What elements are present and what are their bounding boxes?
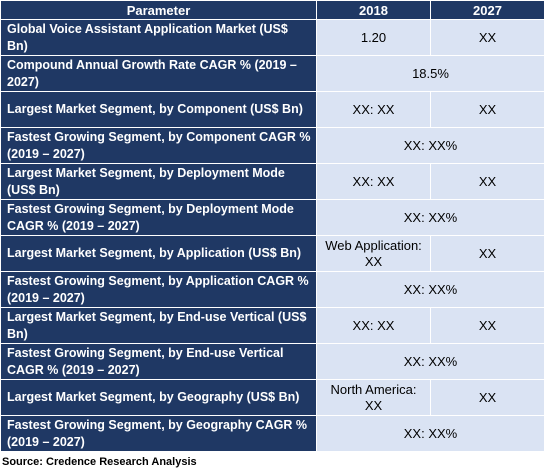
parameter-cell: Compound Annual Growth Rate CAGR % (2019… xyxy=(0,55,317,92)
cagr-value-cell: XX: XX% xyxy=(316,271,544,308)
table-row: Largest Market Segment, by Component (US… xyxy=(0,91,544,128)
parameter-cell: Fastest Growing Segment, by Deployment M… xyxy=(0,199,317,236)
parameter-cell: Global Voice Assistant Application Marke… xyxy=(0,19,317,56)
value-2027-cell: XX xyxy=(430,307,544,344)
value-2027-cell: XX xyxy=(430,19,544,56)
value-2027-cell: XX xyxy=(430,91,544,128)
parameter-cell: Fastest Growing Segment, by Application … xyxy=(0,271,317,308)
header-parameter: Parameter xyxy=(0,0,317,20)
table-row: Largest Market Segment, by End-use Verti… xyxy=(0,307,544,344)
value-2018-cell: 1.20 xyxy=(316,19,431,56)
market-table: Parameter 2018 2027 Global Voice Assista… xyxy=(0,0,544,452)
value-2018-cell: XX: XX xyxy=(316,307,431,344)
table-row: Largest Market Segment, by Deployment Mo… xyxy=(0,163,544,200)
value-2027-cell: XX xyxy=(430,235,544,272)
value-2018-cell: XX: XX xyxy=(316,91,431,128)
parameter-cell: Largest Market Segment, by Geography (US… xyxy=(0,379,317,416)
value-2027-cell: XX xyxy=(430,379,544,416)
parameter-cell: Largest Market Segment, by Component (US… xyxy=(0,91,317,128)
source-note: Source: Credence Research Analysis xyxy=(2,456,197,468)
value-2018-cell: Web Application: XX xyxy=(316,235,431,272)
cagr-value-cell: XX: XX% xyxy=(316,415,544,452)
cagr-value-cell: XX: XX% xyxy=(316,127,544,164)
table-row: Compound Annual Growth Rate CAGR % (2019… xyxy=(0,55,544,92)
parameter-cell: Largest Market Segment, by Deployment Mo… xyxy=(0,163,317,200)
value-2027-cell: XX xyxy=(430,163,544,200)
value-2018-cell: XX: XX xyxy=(316,163,431,200)
parameter-cell: Fastest Growing Segment, by End-use Vert… xyxy=(0,343,317,380)
cagr-value-cell: XX: XX% xyxy=(316,343,544,380)
parameter-cell: Fastest Growing Segment, by Component CA… xyxy=(0,127,317,164)
table-row: Largest Market Segment, by Application (… xyxy=(0,235,544,272)
parameter-cell: Fastest Growing Segment, by Geography CA… xyxy=(0,415,317,452)
cagr-value-cell: 18.5% xyxy=(316,55,544,92)
table-row: Global Voice Assistant Application Marke… xyxy=(0,19,544,56)
header-2027: 2027 xyxy=(430,0,544,20)
parameter-cell: Largest Market Segment, by Application (… xyxy=(0,235,317,272)
value-2018-cell: North America: XX xyxy=(316,379,431,416)
table-row: Fastest Growing Segment, by Application … xyxy=(0,271,544,308)
table-row: Largest Market Segment, by Geography (US… xyxy=(0,379,544,416)
header-row: Parameter 2018 2027 xyxy=(0,0,544,20)
cagr-value-cell: XX: XX% xyxy=(316,199,544,236)
header-2018: 2018 xyxy=(316,0,431,20)
table-row: Fastest Growing Segment, by End-use Vert… xyxy=(0,343,544,380)
table-row: Fastest Growing Segment, by Deployment M… xyxy=(0,199,544,236)
table-row: Fastest Growing Segment, by Component CA… xyxy=(0,127,544,164)
parameter-cell: Largest Market Segment, by End-use Verti… xyxy=(0,307,317,344)
table-row: Fastest Growing Segment, by Geography CA… xyxy=(0,415,544,452)
